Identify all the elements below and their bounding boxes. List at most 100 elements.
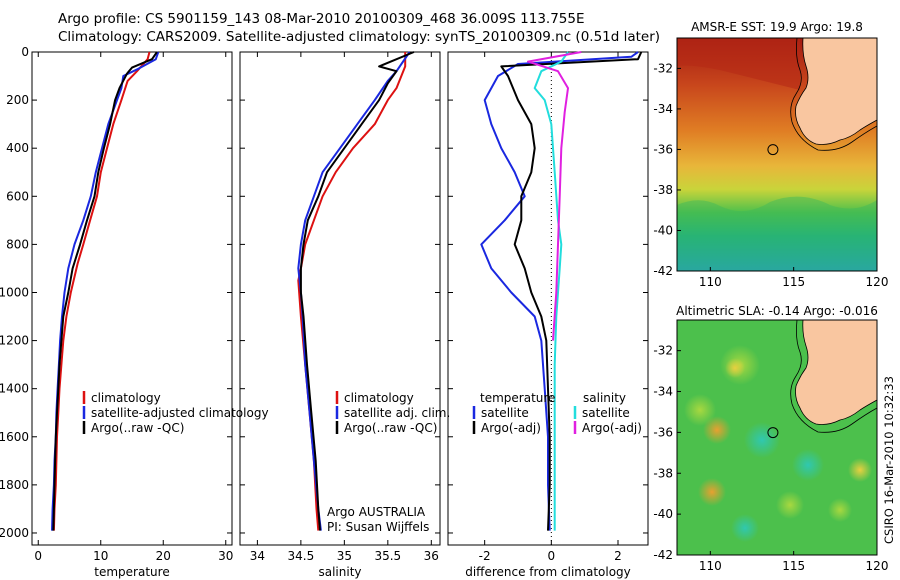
sla-anomaly xyxy=(776,491,804,519)
y-tick-label: 200 xyxy=(6,93,29,107)
plot-frame xyxy=(239,51,441,546)
x-axis-label: temperature xyxy=(94,565,169,579)
map-y-tick-label: -42 xyxy=(653,548,673,562)
temperature-panel: 0 10 20 30 0 200 400 600 800 1000 1200 1400 1600 1800… xyxy=(0,45,233,579)
map-x-tick-label: 110 xyxy=(699,559,722,573)
x-tick-label: 35 xyxy=(337,549,352,563)
sla-anomaly xyxy=(725,358,745,378)
salinity-panel: 34 34.5 35 35.5 36 salinity xyxy=(239,51,441,579)
map-y-tick-label: -34 xyxy=(653,385,673,399)
sla-map-axes: 110 115 120 -32 -34 -36 -38 -40 -42 xyxy=(653,344,888,573)
sla-anomaly xyxy=(731,514,759,542)
argo-annotation-line1: Argo AUSTRALIA xyxy=(327,505,426,519)
x-tick-label: 10 xyxy=(93,549,108,563)
sla-anomaly xyxy=(684,394,716,426)
difference-panel: -2 0 2 difference from climatology xyxy=(447,51,649,579)
x-axis-label: difference from climatology xyxy=(465,565,631,579)
y-tick-label: 600 xyxy=(6,189,29,203)
x-axis-label: salinity xyxy=(318,565,361,579)
map-x-tick-label: 115 xyxy=(782,275,805,289)
map-y-tick-label: -32 xyxy=(653,61,673,75)
salinity-legend: climatology satellite adj. clim. Argo(..… xyxy=(327,391,450,534)
x-tick-label: -2 xyxy=(479,549,491,563)
sla-anomaly xyxy=(848,458,872,482)
series-line-satellite-adj-clim xyxy=(297,51,411,531)
x-tick-label: 34 xyxy=(250,549,265,563)
y-tick-label: 1200 xyxy=(0,334,29,348)
map-y-tick-label: -40 xyxy=(653,507,673,521)
map-x-tick-label: 110 xyxy=(699,275,722,289)
plot-frame xyxy=(31,51,233,546)
sla-map-title: Altimetric SLA: -0.14 Argo: -0.016 xyxy=(676,304,878,318)
y-tick-label: 1600 xyxy=(0,430,29,444)
plot-frame xyxy=(447,51,649,546)
x-tick-label: 34.5 xyxy=(288,549,315,563)
difference-legend: temperature satellite Argo(-adj) salinit… xyxy=(472,391,642,435)
map-y-tick-label: -34 xyxy=(653,102,673,116)
legend-label-climatology: climatology xyxy=(91,391,161,405)
y-tick-label: 0 xyxy=(21,45,29,59)
y-tick-label: 1800 xyxy=(0,478,29,492)
map-y-tick-label: -36 xyxy=(653,425,673,439)
sla-anomaly xyxy=(744,422,780,458)
land-polygon xyxy=(795,38,877,145)
coastline-contour xyxy=(790,320,877,433)
sst-map-frame xyxy=(676,37,878,272)
legend-label-satellite: satellite adj. clim. xyxy=(344,406,450,420)
credit-text: CSIRO 16-Mar-2010 10:32:33 xyxy=(882,376,896,544)
sst-map xyxy=(677,38,877,271)
sla-anomaly xyxy=(828,498,852,522)
series-line-temperature-argo-adj xyxy=(500,51,643,531)
sst-green-wave xyxy=(677,196,877,271)
y-tick-label: 400 xyxy=(6,141,29,155)
legend-label-argo: Argo(..raw -QC) xyxy=(344,421,437,435)
legend-label-temp-argo: Argo(-adj) xyxy=(481,421,541,435)
map-y-tick-label: -42 xyxy=(653,264,673,278)
sla-map-frame xyxy=(676,319,878,556)
sla-map xyxy=(677,320,877,555)
series-line-salinity-argo-adj xyxy=(527,51,582,341)
sla-anomaly xyxy=(792,449,824,481)
map-x-tick-label: 120 xyxy=(866,275,889,289)
header-line1: Argo profile: CS 5901159_143 08-Mar-2010… xyxy=(58,11,585,27)
map-y-tick-label: -40 xyxy=(653,223,673,237)
map-x-tick-label: 115 xyxy=(782,559,805,573)
argo-position-marker-sst xyxy=(767,144,779,156)
y-tick-label: 800 xyxy=(6,237,29,251)
map-y-tick-label: -36 xyxy=(653,142,673,156)
x-tick-label: 36 xyxy=(424,549,439,563)
legend-label-satellite: satellite-adjusted climatology xyxy=(91,406,269,420)
argo-annotation-line2: PI: Susan Wijffels xyxy=(327,520,429,534)
sla-anomaly xyxy=(703,416,731,444)
series-line-argo-raw-qc xyxy=(299,51,415,531)
map-y-tick-label: -38 xyxy=(653,183,673,197)
legend-label-sal-satellite: satellite xyxy=(582,406,630,420)
series-line-argo-raw-qc xyxy=(52,51,158,531)
map-y-tick-label: -38 xyxy=(653,466,673,480)
x-tick-label: 2 xyxy=(614,549,622,563)
map-y-tick-label: -32 xyxy=(653,344,673,358)
legend-label-sal-argo: Argo(-adj) xyxy=(582,421,642,435)
y-tick-label: 1400 xyxy=(0,382,29,396)
legend-label-temp-satellite: satellite xyxy=(481,406,529,420)
temperature-legend: climatology satellite-adjusted climatolo… xyxy=(82,391,269,435)
header-line2: Climatology: CARS2009. Satellite-adjuste… xyxy=(58,29,660,45)
sla-anomaly xyxy=(698,478,726,506)
x-tick-label: 35.5 xyxy=(374,549,401,563)
legend-label-climatology: climatology xyxy=(344,391,414,405)
legend-heading-temperature: temperature xyxy=(480,391,555,405)
x-tick-label: 20 xyxy=(156,549,171,563)
y-tick-label: 2000 xyxy=(0,526,29,540)
land-polygon xyxy=(795,320,877,425)
x-tick-label: 0 xyxy=(34,549,42,563)
y-tick-label: 1000 xyxy=(0,285,29,299)
sst-warm-band xyxy=(677,38,800,90)
coastline-contour xyxy=(790,38,877,151)
sst-map-axes: 110 115 120 -32 -34 -36 -38 -40 -42 xyxy=(653,61,888,289)
sst-map-title: AMSR-E SST: 19.9 Argo: 19.8 xyxy=(691,20,863,34)
legend-label-argo: Argo(..raw -QC) xyxy=(91,421,184,435)
map-x-tick-label: 120 xyxy=(866,559,889,573)
x-tick-label: 30 xyxy=(218,549,233,563)
series-line-temperature-satellite xyxy=(480,51,639,531)
